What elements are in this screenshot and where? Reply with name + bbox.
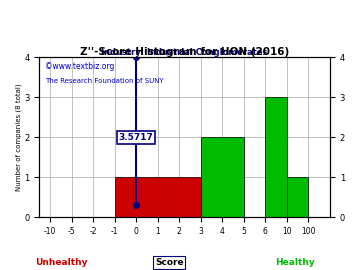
Text: 3.5717: 3.5717 [119,133,154,142]
Bar [265,97,287,217]
Text: ©www.textbiz.org: ©www.textbiz.org [45,62,114,71]
Bar [201,137,244,217]
Text: Unhealthy: Unhealthy [35,258,87,267]
Title: Z''-Score Histogram for HON (2016): Z''-Score Histogram for HON (2016) [80,48,289,58]
Text: Healthy: Healthy [275,258,315,267]
Text: The Research Foundation of SUNY: The Research Foundation of SUNY [45,78,164,84]
Text: Score: Score [155,258,184,267]
Y-axis label: Number of companies (8 total): Number of companies (8 total) [15,84,22,191]
Text: Industry: Industrial Conglomerates: Industry: Industrial Conglomerates [102,48,268,57]
Bar [115,177,201,217]
Bar [287,177,309,217]
